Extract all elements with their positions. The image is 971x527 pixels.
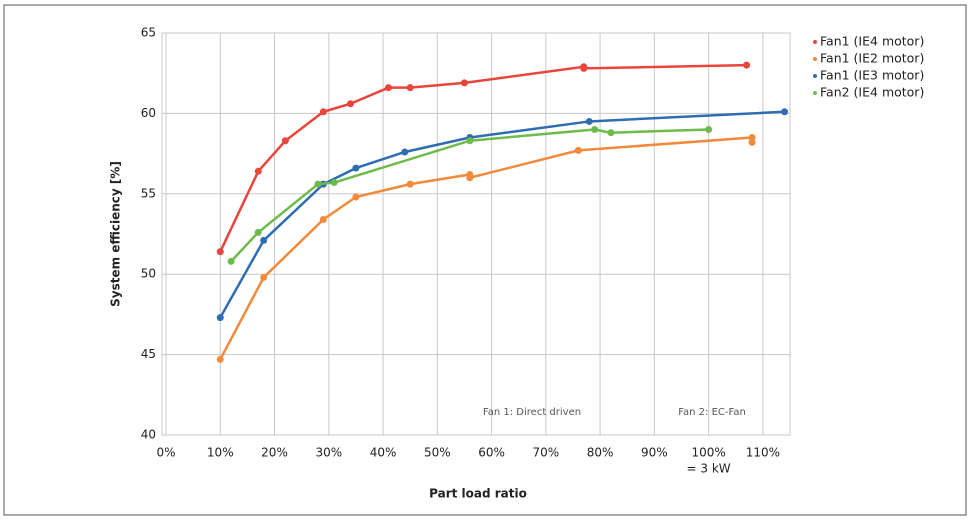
data-point bbox=[748, 138, 756, 146]
x-tick-label: 80% bbox=[587, 446, 614, 460]
data-point bbox=[574, 146, 582, 154]
y-tick-label: 40 bbox=[141, 428, 156, 442]
data-point bbox=[406, 84, 414, 92]
data-point bbox=[260, 273, 268, 281]
data-point bbox=[401, 148, 409, 156]
data-point bbox=[254, 167, 262, 175]
data-point bbox=[216, 314, 224, 322]
data-point bbox=[319, 108, 327, 116]
x-tick-label: 50% bbox=[424, 446, 451, 460]
data-point bbox=[591, 125, 599, 133]
legend-marker bbox=[813, 74, 817, 78]
data-point bbox=[352, 164, 360, 172]
x-axis-title: Part load ratio bbox=[429, 487, 527, 501]
data-point bbox=[352, 193, 360, 201]
legend-marker bbox=[813, 57, 817, 61]
data-point bbox=[384, 84, 392, 92]
data-point bbox=[227, 257, 235, 265]
data-point bbox=[330, 179, 338, 187]
x-tick-label: 90% bbox=[641, 446, 668, 460]
data-point bbox=[460, 79, 468, 87]
data-point bbox=[585, 117, 593, 125]
y-tick-label: 60 bbox=[141, 106, 156, 120]
y-tick-label: 55 bbox=[141, 186, 156, 200]
legend-marker bbox=[813, 91, 817, 95]
data-point bbox=[705, 125, 713, 133]
data-point bbox=[406, 180, 414, 188]
data-point bbox=[466, 137, 474, 145]
y-tick-label: 65 bbox=[141, 26, 156, 40]
data-point bbox=[254, 228, 262, 236]
x-tick-label: 10% bbox=[207, 446, 234, 460]
x-tick-label: 30% bbox=[315, 446, 342, 460]
x-tick-label: 60% bbox=[478, 446, 505, 460]
data-point bbox=[781, 108, 789, 116]
legend-label: Fan2 (IE4 motor) bbox=[820, 85, 924, 100]
data-point bbox=[216, 355, 224, 363]
data-point bbox=[281, 137, 289, 145]
legend-label: Fan1 (IE3 motor) bbox=[820, 68, 924, 83]
x-tick-label: 70% bbox=[532, 446, 559, 460]
legend-label: Fan1 (IE2 motor) bbox=[820, 51, 924, 66]
data-point bbox=[260, 236, 268, 244]
plot-area bbox=[161, 32, 791, 436]
legend-label: Fan1 (IE4 motor) bbox=[820, 34, 924, 49]
data-point bbox=[216, 248, 224, 256]
y-tick-label: 50 bbox=[141, 267, 156, 281]
data-point bbox=[743, 61, 751, 69]
x-tick-label: 100% bbox=[691, 446, 725, 460]
y-axis-title: System efficiency [%] bbox=[109, 161, 123, 307]
x-tick-label: 110% bbox=[746, 446, 780, 460]
data-point bbox=[580, 64, 588, 72]
x-tick-label: 0% bbox=[156, 446, 175, 460]
data-point bbox=[748, 134, 756, 142]
data-point bbox=[319, 216, 327, 224]
series-line bbox=[219, 136, 754, 361]
data-point bbox=[314, 180, 322, 188]
x-tick-note: = 3 kW bbox=[687, 462, 731, 476]
fan-caption: Fan 2: EC-Fan bbox=[678, 407, 746, 418]
data-point bbox=[346, 100, 354, 108]
x-tick-label: 20% bbox=[261, 446, 288, 460]
fan-caption: Fan 1: Direct driven bbox=[483, 407, 581, 418]
y-tick-label: 45 bbox=[141, 347, 156, 361]
series-line bbox=[219, 110, 785, 319]
data-point bbox=[466, 174, 474, 182]
data-point bbox=[607, 129, 615, 137]
x-tick-label: 40% bbox=[370, 446, 397, 460]
legend-marker bbox=[813, 40, 817, 44]
